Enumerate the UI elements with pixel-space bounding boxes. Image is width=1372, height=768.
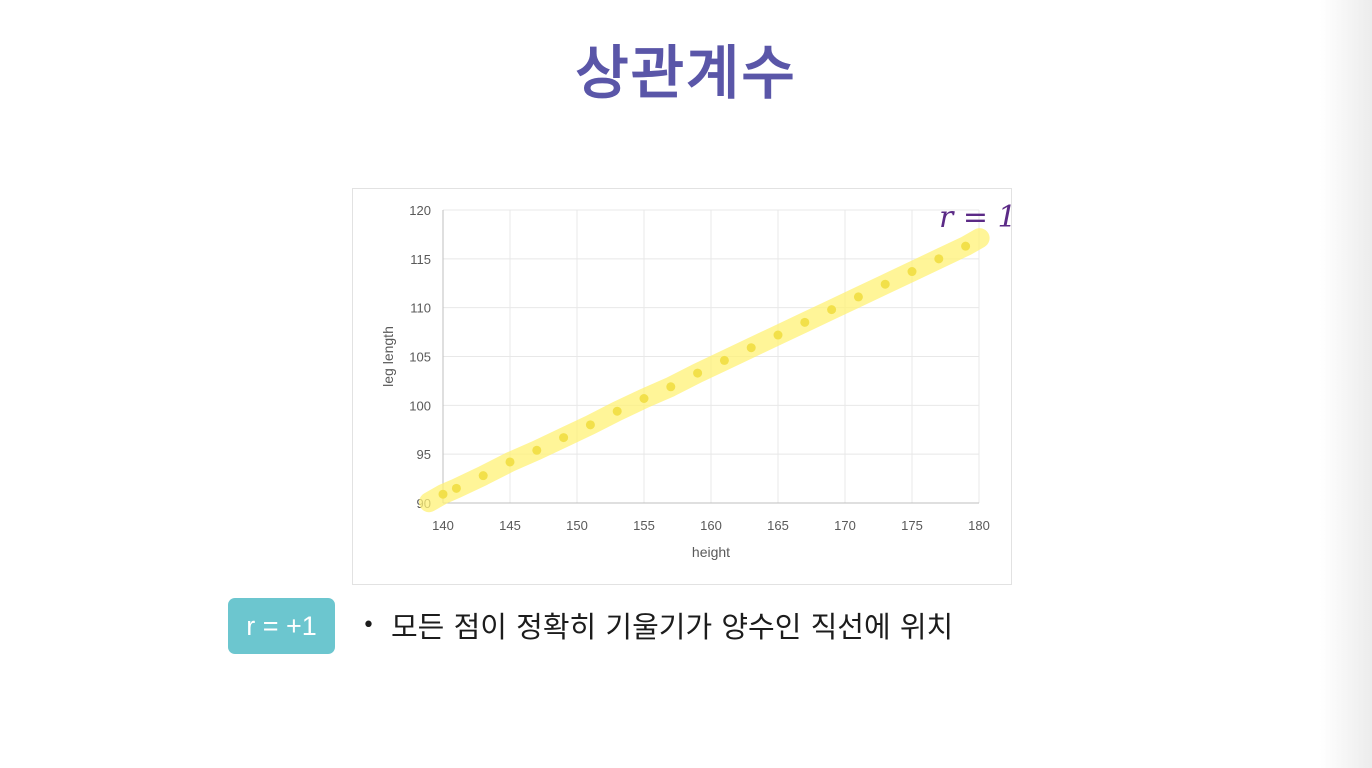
right-edge-shadow (1320, 0, 1372, 768)
scatter-chart: 140 145 150 155 160 165 170 175 180 90 95 100 105 110… (352, 188, 1012, 585)
x-tick-label: 170 (834, 518, 856, 533)
y-tick-label: 120 (409, 203, 431, 218)
y-tick-label: 115 (410, 252, 431, 267)
data-point (800, 317, 810, 327)
data-point (666, 382, 676, 392)
data-point (827, 305, 837, 315)
x-tick-label: 150 (566, 518, 588, 533)
data-point (451, 483, 461, 493)
bullet-dot: • (362, 612, 375, 638)
y-axis-title: leg length (380, 326, 396, 387)
data-point (773, 330, 783, 340)
chart-svg: 140 145 150 155 160 165 170 175 1809095100105110… (380, 200, 1011, 560)
data-point (961, 241, 971, 251)
data-point (746, 343, 756, 353)
x-tick-label: 145 (499, 518, 521, 533)
data-point (639, 393, 649, 403)
data-point (612, 406, 622, 416)
y-tick-label: 110 (410, 301, 431, 316)
data-point (532, 445, 542, 455)
x-tick-label: 160 (700, 518, 722, 533)
data-point (585, 420, 595, 430)
x-tick-label: 175 (901, 518, 923, 533)
data-point (934, 254, 944, 264)
data-point (719, 355, 729, 365)
x-tick-label: 180 (968, 518, 990, 533)
annotation-r-equals-1: r = 1 (939, 200, 1011, 235)
data-point (505, 457, 515, 467)
correlation-badge: r = +1 (228, 598, 335, 654)
data-point (907, 267, 917, 277)
bullet-text: 모든 점이 정확히 기울기가 양수인 직선에 위치 (390, 610, 954, 644)
page-title: 상관계수 (575, 39, 797, 107)
y-tick-label: 105 (409, 350, 431, 365)
x-tick-label: 165 (767, 518, 789, 533)
y-tick-label: 95 (417, 447, 431, 462)
y-tick-label: 100 (409, 398, 431, 413)
bullet-item: • 모든 점이 정확히 기울기가 양수인 직선에 위치 (362, 603, 953, 647)
data-point (438, 489, 448, 499)
data-point (880, 279, 890, 289)
data-point (853, 292, 863, 302)
data-point (478, 471, 488, 481)
x-tick-label: 140 (432, 518, 454, 533)
x-axis-title: height (692, 544, 730, 560)
x-tick-label: 155 (633, 518, 655, 533)
data-point (693, 368, 703, 378)
data-point (559, 433, 569, 443)
